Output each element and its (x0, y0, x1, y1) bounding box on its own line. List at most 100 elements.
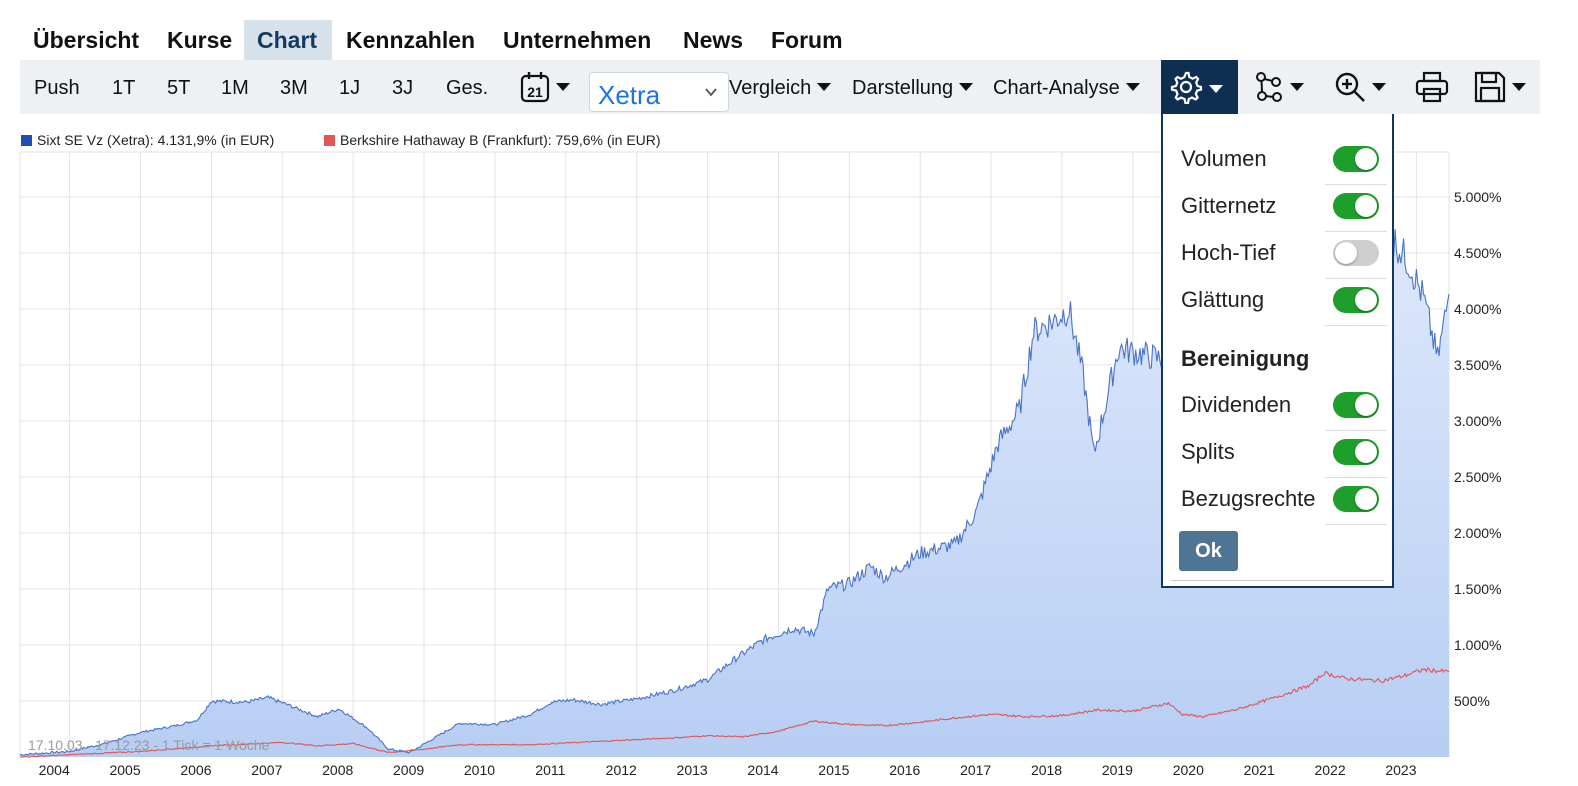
period-ges-button[interactable]: Ges. (446, 77, 489, 99)
chevron-down-icon (1372, 82, 1386, 91)
x-tick-label: 2019 (1102, 762, 1133, 778)
ok-button[interactable]: Ok (1179, 531, 1238, 571)
chart-toolbar: Push 1T 5T 1M 3M 1J 3J Ges. 21 Xetra Ver… (20, 60, 1540, 114)
x-tick-label: 2021 (1244, 762, 1275, 778)
toggle-switch-volumen[interactable] (1333, 146, 1379, 172)
chevron-down-icon (556, 82, 570, 91)
toggle-knob (1355, 148, 1377, 170)
period-3j-button[interactable]: 3J (392, 77, 414, 99)
toggle-knob (1355, 394, 1377, 416)
y-tick-label: 4.500% (1454, 245, 1501, 261)
period-1m-button[interactable]: 1M (221, 77, 249, 99)
period-5t-button[interactable]: 5T (167, 77, 191, 99)
y-tick-label: 4.000% (1454, 301, 1501, 317)
darstellung-dropdown[interactable]: Darstellung (852, 60, 974, 114)
vergleich-label: Vergleich (729, 77, 812, 99)
chevron-down-icon (1209, 85, 1223, 93)
y-tick-label: 1.000% (1454, 637, 1501, 653)
nav-item-forum[interactable]: Forum (771, 27, 843, 53)
chart-analyse-label: Chart-Analyse (993, 77, 1120, 99)
zoom-button[interactable] (1334, 60, 1386, 114)
chevron-down-icon (705, 88, 717, 97)
nav-item-uebersicht[interactable]: Übersicht (33, 27, 140, 53)
calendar-icon: 21 (520, 71, 550, 102)
y-tick-label: 1.500% (1454, 581, 1501, 597)
chevron-down-icon (1125, 82, 1140, 91)
legend-item-sixt: Sixt SE Vz (Xetra): 4.131,9% (in EUR) (21, 130, 274, 150)
x-tick-label: 2005 (109, 762, 140, 778)
chevron-down-icon (1290, 82, 1304, 91)
toggle-divider (1325, 430, 1387, 431)
nav-item-unternehmen[interactable]: Unternehmen (503, 27, 652, 53)
chart-analyse-dropdown[interactable]: Chart-Analyse (993, 60, 1140, 114)
period-label: 17.10.03 - 17.12.23 - 1 Tick = 1 Woche (28, 737, 270, 753)
darstellung-label: Darstellung (852, 77, 954, 99)
exchange-value: Xetra (598, 80, 661, 110)
top-nav: Übersicht Kurse Chart Kennzahlen Unterne… (0, 20, 1578, 70)
toggle-switch-gl-ttung[interactable] (1333, 287, 1379, 313)
period-1t-button[interactable]: 1T (112, 77, 136, 99)
toggle-switch-gitternetz[interactable] (1333, 193, 1379, 219)
nav-item-chart[interactable]: Chart (244, 20, 332, 70)
legend-item-berkshire: Berkshire Hathaway B (Frankfurt): 759,6%… (324, 130, 661, 150)
legend-swatch-icon (21, 135, 32, 146)
x-tick-label: 2016 (889, 762, 920, 778)
toggle-switch-bezugsrechte[interactable] (1333, 486, 1379, 512)
bereinigung-heading: Bereinigung (1181, 346, 1310, 371)
calendar-day: 21 (527, 84, 543, 100)
toggle-divider (1325, 524, 1387, 525)
chevron-down-icon (959, 82, 974, 91)
x-tick-label: 2023 (1385, 762, 1416, 778)
y-tick-label: 2.500% (1454, 469, 1501, 485)
y-tick-label: 3.000% (1454, 413, 1501, 429)
toggle-divider (1325, 278, 1387, 279)
toggle-switch-splits[interactable] (1333, 439, 1379, 465)
period-3m-button[interactable]: 3M (280, 77, 308, 99)
toggle-divider (1325, 184, 1387, 185)
vergleich-dropdown[interactable]: Vergleich (729, 60, 832, 114)
indicators-button[interactable] (1254, 60, 1304, 114)
nav-item-news[interactable]: News (683, 27, 744, 53)
chevron-down-icon (1512, 82, 1526, 91)
x-tick-label: 2022 (1314, 762, 1345, 778)
printer-icon (1415, 71, 1449, 102)
nav-item-kurse[interactable]: Kurse (167, 27, 233, 53)
y-tick-label: 500% (1454, 693, 1490, 709)
save-button[interactable] (1474, 60, 1526, 114)
toggle-divider (1325, 231, 1387, 232)
toggle-label-bezugsrechte: Bezugsrechte (1181, 486, 1316, 511)
x-tick-label: 2014 (747, 762, 778, 778)
popup-divider (1171, 580, 1384, 581)
period-push-button[interactable]: Push (34, 77, 80, 99)
toggle-label-gl-ttung: Glättung (1181, 287, 1265, 312)
y-tick-label: 3.500% (1454, 357, 1501, 373)
x-tick-label: 2018 (1031, 762, 1062, 778)
toggle-divider (1325, 325, 1387, 326)
zoom-icon (1335, 72, 1365, 102)
network-icon (1256, 71, 1282, 102)
calendar-button[interactable]: 21 (520, 60, 570, 114)
chart-settings-popup: Volumen Gitternetz Hoch-Tief Glättung Divide… (1161, 114, 1394, 588)
nav-item-kennzahlen[interactable]: Kennzahlen (346, 27, 476, 53)
legend-text-sixt: Sixt SE Vz (Xetra): 4.131,9% (in EUR) (37, 132, 275, 148)
gear-icon (1170, 71, 1203, 104)
toggle-knob (1355, 488, 1377, 510)
toggle-switch-dividenden[interactable] (1333, 392, 1379, 418)
exchange-select[interactable]: Xetra (589, 72, 729, 112)
x-tick-label: 2017 (960, 762, 991, 778)
x-tick-label: 2020 (1173, 762, 1204, 778)
toggle-knob (1335, 242, 1357, 264)
toggle-label-volumen: Volumen (1181, 146, 1267, 171)
print-button[interactable] (1415, 60, 1449, 114)
period-1j-button[interactable]: 1J (339, 77, 361, 99)
chevron-down-icon (817, 82, 832, 91)
toggle-switch-hoch-tief[interactable] (1333, 240, 1379, 266)
series-line-berkshire (20, 666, 1450, 758)
x-tick-label: 2011 (535, 762, 565, 778)
x-tick-label: 2010 (464, 762, 495, 778)
x-tick-label: 2009 (393, 762, 424, 778)
legend-text-berkshire: Berkshire Hathaway B (Frankfurt): 759,6%… (340, 132, 661, 148)
settings-button[interactable] (1161, 60, 1238, 114)
x-tick-label: 2008 (322, 762, 353, 778)
save-icon (1474, 71, 1506, 102)
